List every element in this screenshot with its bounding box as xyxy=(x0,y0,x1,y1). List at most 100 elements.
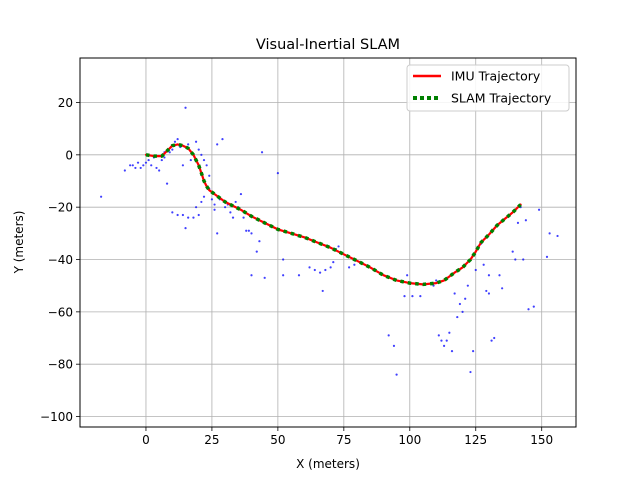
landmark-point xyxy=(187,216,190,219)
landmark-point xyxy=(200,153,203,156)
landmark-point xyxy=(353,263,356,266)
landmark-point xyxy=(514,258,517,261)
landmark-point xyxy=(131,164,134,167)
landmark-point xyxy=(466,284,469,287)
landmark-point xyxy=(123,169,126,172)
landmark-point xyxy=(442,344,446,347)
landmark-point xyxy=(181,164,184,167)
landmark-point xyxy=(276,172,279,175)
landmark-point xyxy=(168,151,171,154)
plot-frame xyxy=(79,57,577,428)
landmark-point xyxy=(524,219,527,222)
landmark-point xyxy=(545,255,549,258)
landmark-point xyxy=(485,289,488,293)
landmark-point xyxy=(450,350,454,353)
landmark-point xyxy=(144,161,148,164)
landmark-point xyxy=(136,161,140,164)
landmark-point xyxy=(181,213,184,217)
landmark-point xyxy=(435,279,438,282)
y-tick-label: 0 xyxy=(65,148,73,162)
y-tick-label: −80 xyxy=(48,358,73,372)
landmark-point xyxy=(332,261,335,264)
landmark-point xyxy=(501,287,504,290)
landmark-point xyxy=(189,158,192,162)
legend-slam-label: SLAM Trajectory xyxy=(451,91,552,106)
landmark-point xyxy=(453,292,456,295)
landmark-point xyxy=(129,164,132,167)
landmark-point xyxy=(194,140,198,143)
landmark-point xyxy=(282,274,285,277)
landmark-point xyxy=(392,344,396,347)
landmark-point xyxy=(221,138,224,141)
landmark-point xyxy=(324,268,327,272)
trajectory-lines xyxy=(144,142,522,287)
landmark-point xyxy=(100,195,103,198)
landmark-point xyxy=(142,164,145,167)
landmark-point xyxy=(184,227,187,230)
landmark-point xyxy=(176,213,179,217)
landmark-point xyxy=(395,373,398,376)
landmark-point xyxy=(216,232,219,235)
landmark-point xyxy=(213,203,216,206)
y-axis-label: Y (meters) xyxy=(12,211,26,275)
landmark-point xyxy=(202,195,206,198)
legend-imu-label: IMU Trajectory xyxy=(451,69,541,84)
landmark-point xyxy=(403,295,406,298)
landmark-point xyxy=(147,158,150,162)
landmark-point xyxy=(247,229,250,232)
landmark-point xyxy=(474,268,477,272)
landmark-point xyxy=(242,216,245,219)
landmark-point xyxy=(171,148,174,151)
landmark-point xyxy=(329,266,332,269)
landmark-point xyxy=(387,334,390,337)
landmark-point xyxy=(556,234,559,238)
x-tick-label: 125 xyxy=(464,433,487,447)
landmark-point xyxy=(165,182,169,185)
landmark-point xyxy=(445,339,448,342)
landmark-point xyxy=(150,164,153,167)
landmark-point xyxy=(213,208,216,211)
landmark-point xyxy=(250,232,253,235)
x-axis-label: X (meters) xyxy=(296,457,360,471)
landmark-point xyxy=(197,148,200,151)
landmark-point xyxy=(321,289,324,293)
slam-trajectory-line xyxy=(145,142,522,287)
landmark-point xyxy=(160,158,163,162)
y-tick-label: −100 xyxy=(40,410,73,424)
landmark-point xyxy=(419,295,422,298)
landmark-point xyxy=(197,213,200,217)
landmark-point xyxy=(176,138,179,141)
x-tick-label: 25 xyxy=(204,433,219,447)
legend-box xyxy=(406,64,570,112)
landmark-point xyxy=(194,206,198,209)
landmark-point xyxy=(158,169,161,172)
landmark-point xyxy=(461,310,464,313)
landmark-point xyxy=(318,271,322,274)
x-tick-label: 100 xyxy=(398,433,421,447)
landmark-point xyxy=(205,164,208,167)
landmark-point xyxy=(216,143,219,146)
landmark-point xyxy=(464,297,467,300)
landmark-point xyxy=(469,370,472,374)
y-tick-label: −60 xyxy=(48,305,73,319)
landmark-point xyxy=(437,334,440,337)
landmark-point xyxy=(472,350,475,353)
x-tick-label: 50 xyxy=(270,433,285,447)
landmark-point xyxy=(260,151,264,154)
landmark-point xyxy=(482,263,485,266)
y-tick-label: −20 xyxy=(48,201,73,215)
landmark-point xyxy=(263,276,266,279)
landmark-point xyxy=(200,200,203,204)
landmark-point xyxy=(448,331,451,334)
landmark-point xyxy=(234,200,237,204)
landmark-point xyxy=(139,166,142,170)
landmark-point xyxy=(187,143,190,146)
legend: IMU Trajectory SLAM Trajectory xyxy=(406,64,570,112)
landmark-point xyxy=(411,295,414,298)
x-tick-label: 150 xyxy=(530,433,553,447)
y-tick-label: 20 xyxy=(58,96,73,110)
landmark-point xyxy=(532,305,535,308)
landmark-point xyxy=(163,156,166,159)
landmark-point xyxy=(440,339,443,342)
